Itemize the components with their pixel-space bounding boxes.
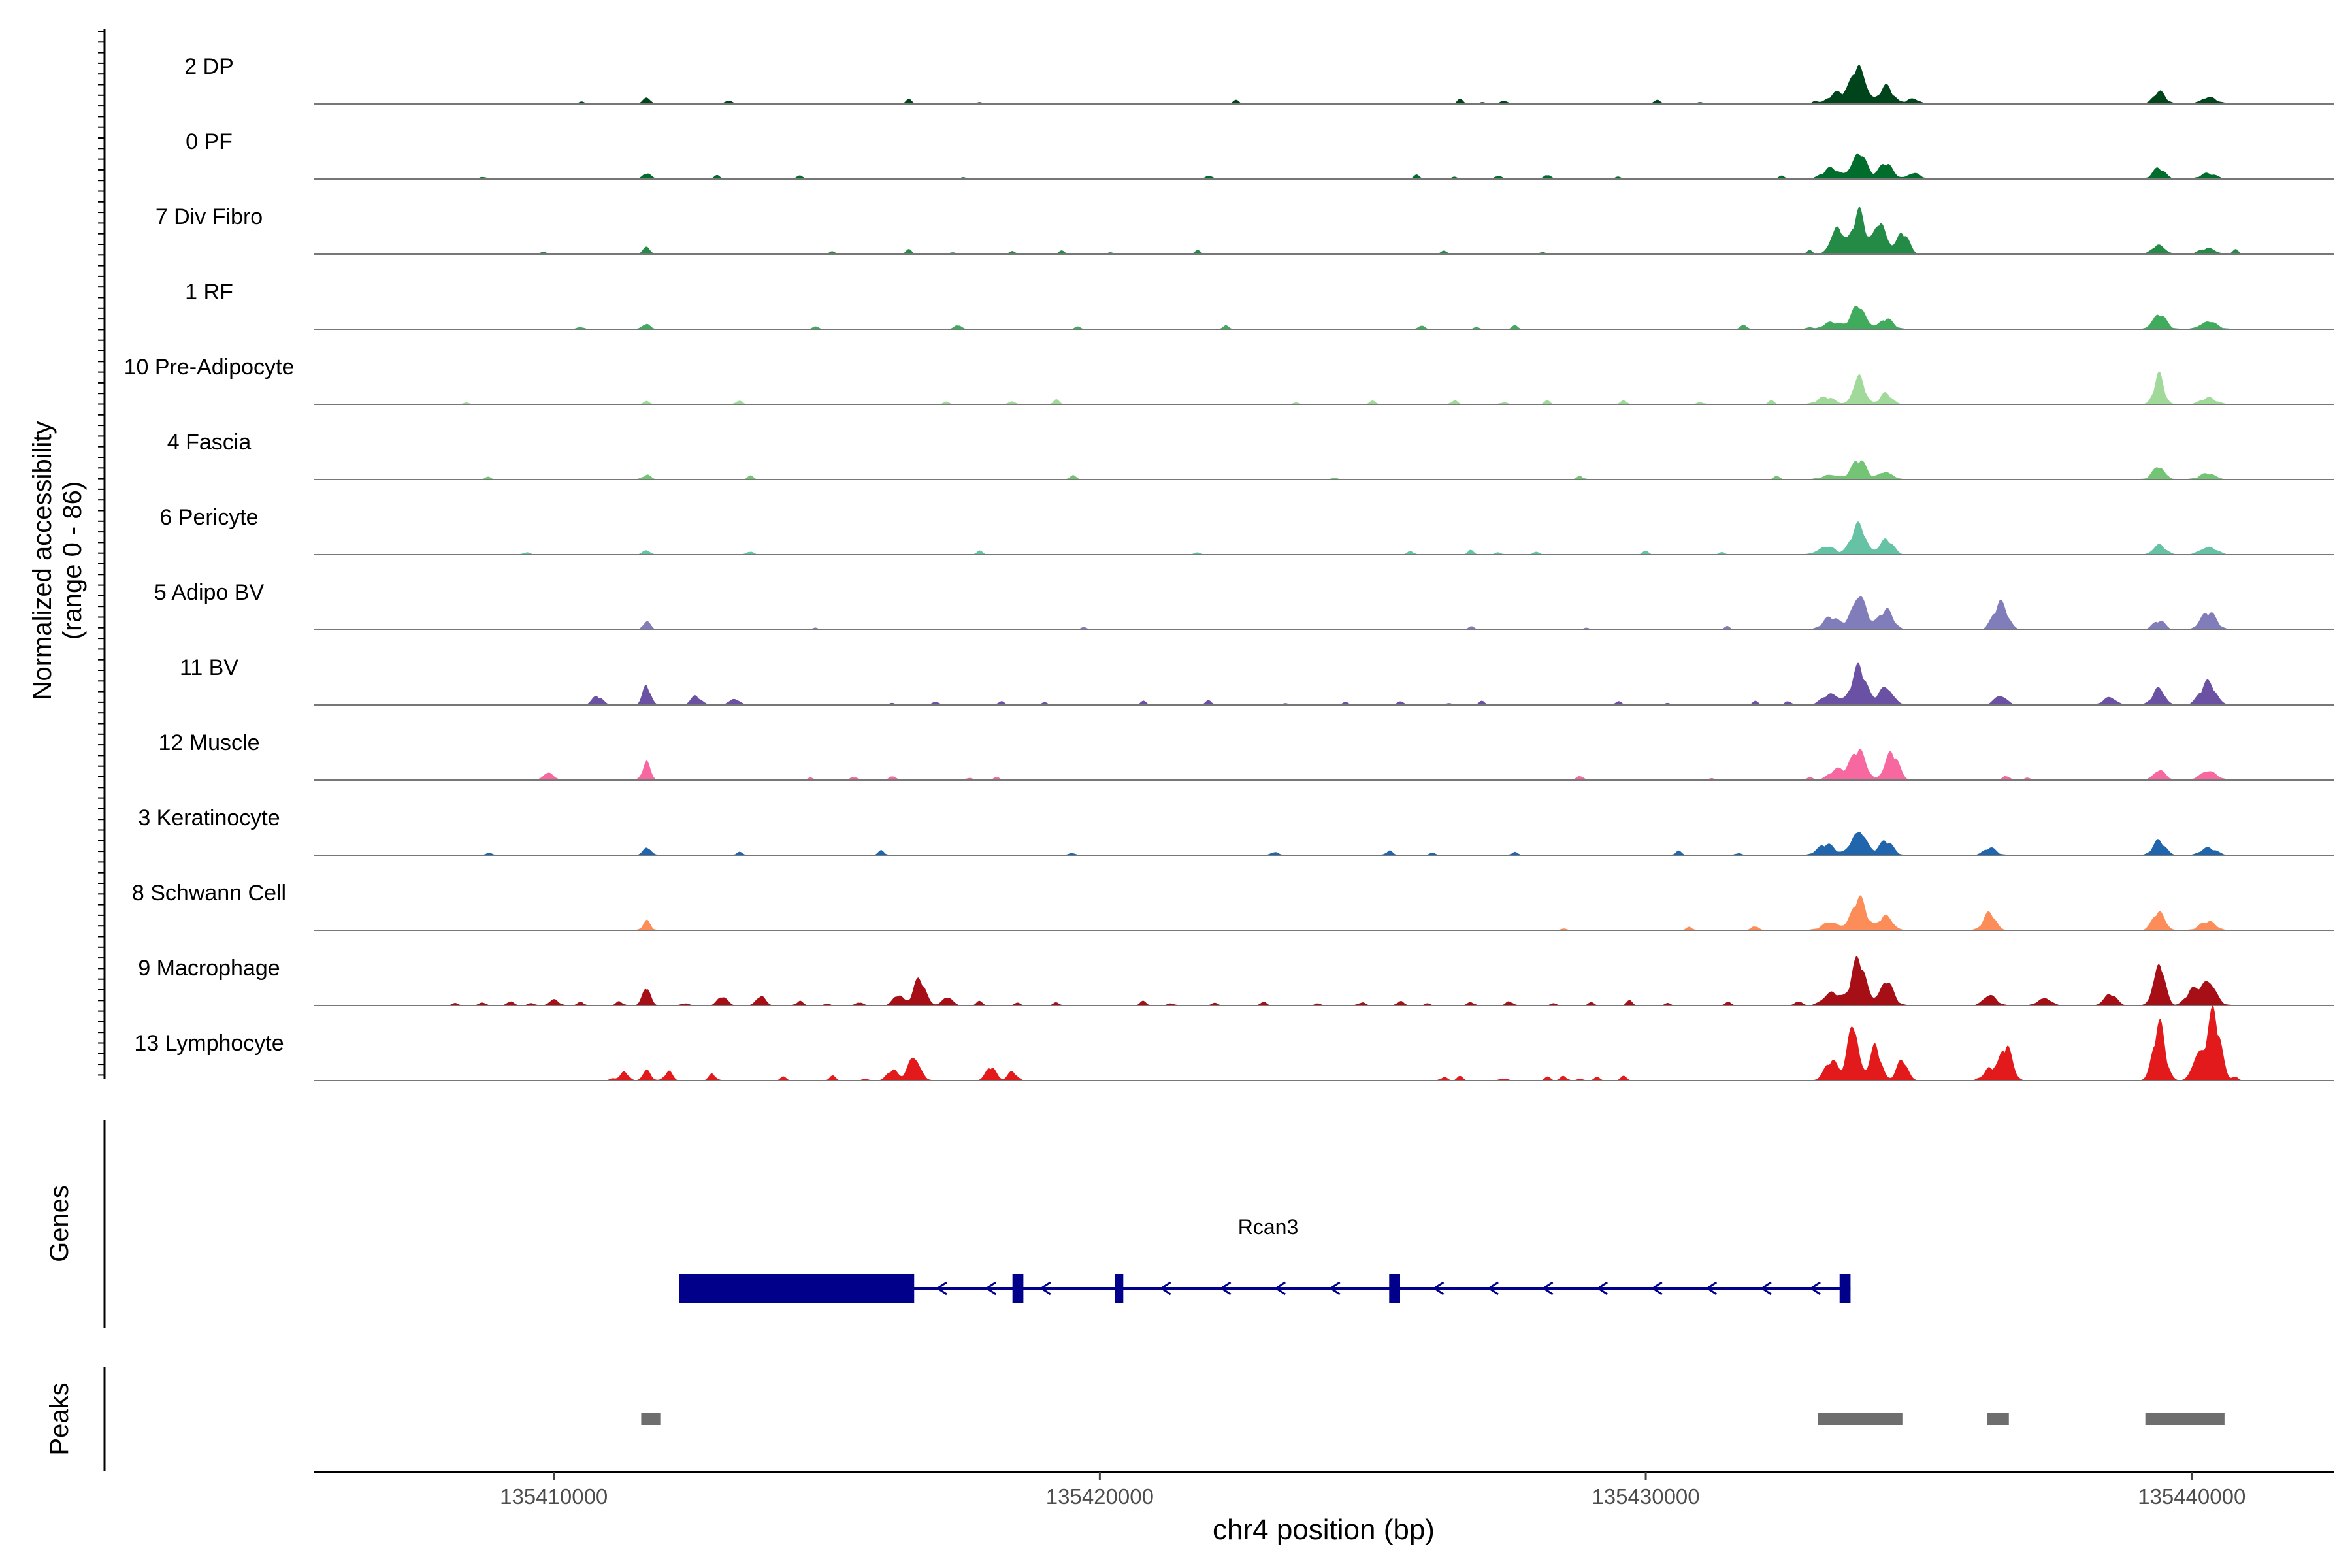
track-8: 11 BV [180,655,2334,706]
coverage-y-ticks [98,31,105,1076]
track-label: 1 RF [185,280,233,304]
strand-arrow-9 [1541,1281,1554,1296]
coverage-area [314,831,2334,855]
coverage-area [314,662,2334,705]
coverage-y-axis: Normalized accessibility (range 0 - 86) [28,29,106,1079]
track-label: 9 Macrophage [138,956,280,981]
track-7: 5 Adipo BV [154,580,2334,630]
strand-arrow-3 [1159,1281,1171,1296]
gene-model-rcan3 [679,1274,1851,1303]
y-axis-label-line2: (range 0 - 86) [58,482,87,640]
track-5: 4 Fascia [167,430,2334,480]
track-label: 8 Schwann Cell [132,881,286,906]
strand-arrow-14 [1809,1281,1821,1296]
strand-arrow-0 [936,1281,947,1296]
x-tick-label-0: 135410000 [500,1484,608,1509]
gene-exon-4 [1839,1274,1851,1303]
track-label: 11 BV [180,655,238,680]
x-axis: 135410000 135420000 135430000 135440000 chr… [314,1471,2334,1546]
track-11: 8 Schwann Cell [132,881,2334,931]
track-label: 3 Keratinocyte [138,806,280,830]
strand-arrow-13 [1760,1281,1772,1296]
coverage-area [314,596,2334,630]
peaks-panel-label: Peaks [45,1382,74,1455]
track-9: 12 Muscle [159,730,2334,781]
coverage-area [314,305,2334,329]
gene-exon-1 [1012,1274,1024,1303]
strand-arrow-1 [985,1281,997,1296]
peak-regions [641,1413,2225,1425]
strand-arrow-12 [1705,1281,1718,1296]
peak-region-0 [641,1413,661,1425]
gene-exon-3 [1389,1274,1400,1303]
peak-region-2 [1987,1413,2009,1425]
track-6: 6 Pericyte [159,505,2334,555]
coverage-tracks: 2 DP 0 PF 7 Div Fibro 1 RF 10 Pre-Adipocyte 4… [124,54,2334,1081]
track-label: 0 PF [186,129,233,154]
strand-arrow-7 [1432,1281,1445,1296]
strand-arrow-6 [1328,1281,1341,1296]
coverage-area [314,153,2334,179]
y-axis-label-line1: Normalized accessibility [28,421,57,700]
x-axis-ticks: 135410000 135420000 135430000 135440000 [500,1472,2246,1509]
strand-arrow-2 [1039,1281,1051,1296]
track-4: 10 Pre-Adipocyte [124,355,2334,405]
gene-exon-0 [679,1274,915,1303]
peak-region-3 [2145,1413,2225,1425]
strand-arrow-10 [1596,1281,1609,1296]
track-label: 6 Pericyte [159,505,258,530]
track-label: 13 Lymphocyte [134,1031,284,1056]
track-2: 7 Div Fibro [155,204,2334,255]
track-label: 12 Muscle [159,730,260,755]
track-10: 3 Keratinocyte [138,806,2334,856]
strand-arrow-4 [1219,1281,1232,1296]
track-label: 5 Adipo BV [154,580,265,605]
track-label: 2 DP [184,54,234,79]
track-label: 10 Pre-Adipocyte [124,355,295,380]
genes-panel-label: Genes [45,1185,74,1262]
x-tick-label-1: 135420000 [1046,1484,1154,1509]
track-3: 1 RF [185,280,2334,330]
x-axis-label: chr4 position (bp) [1213,1514,1435,1546]
track-0: 2 DP [184,54,2334,105]
strand-arrow-11 [1650,1281,1663,1296]
track-label: 4 Fascia [167,430,252,455]
gene-exon-2 [1115,1274,1124,1303]
coverage-area [314,956,2334,1005]
strand-arrow-8 [1487,1281,1499,1296]
track-label: 7 Div Fibro [155,204,263,229]
x-tick-label-3: 135440000 [2138,1484,2246,1509]
x-tick-label-2: 135430000 [1592,1484,1699,1509]
peak-region-1 [1818,1413,1903,1425]
genes-panel: Genes Rcan3 [45,1120,1851,1328]
strand-arrow-5 [1274,1281,1286,1296]
peaks-panel: Peaks [45,1367,2225,1471]
track-13: 13 Lymphocyte [134,1005,2334,1081]
track-12: 9 Macrophage [138,956,2334,1006]
gene-name-label: Rcan3 [1238,1215,1299,1239]
track-1: 0 PF [186,129,2334,180]
